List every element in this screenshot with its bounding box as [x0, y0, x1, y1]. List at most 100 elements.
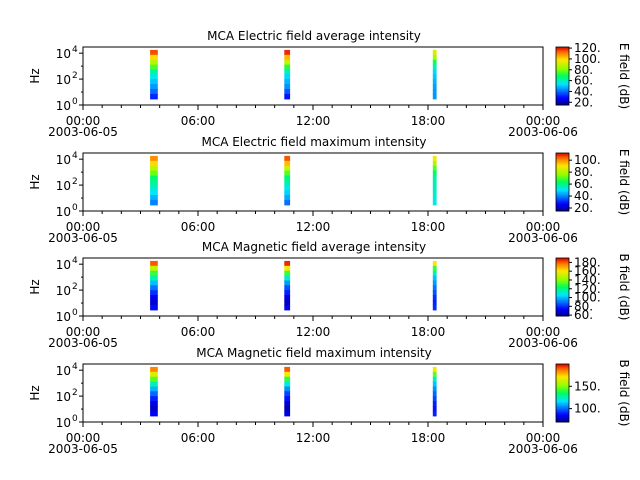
colorbar-swatch: [556, 369, 569, 372]
colorbar-swatch: [556, 68, 569, 71]
x-tick-label: 12:00: [296, 114, 331, 128]
colorbar-swatch: [556, 73, 569, 76]
x-tick-date: 2003-06-05: [48, 231, 118, 245]
colorbar-swatch: [556, 308, 569, 311]
colorbar-swatch: [556, 301, 569, 304]
colorbar-swatch: [556, 177, 569, 180]
data-pass-1: [150, 155, 158, 206]
y-tick-exponent: 4: [72, 45, 78, 55]
x-tick-date: 2003-06-06: [508, 442, 578, 456]
colorbar-swatch: [556, 288, 569, 291]
colorbar-swatch: [556, 282, 569, 285]
colorbar-swatch: [556, 394, 569, 397]
colorbar: 100. 150. B field (dB): [555, 360, 631, 426]
panel-title: MCA Electric field maximum intensity: [201, 135, 426, 149]
colorbar-swatch: [556, 180, 569, 183]
colorbar-swatch: [556, 298, 569, 301]
colorbar-swatch: [556, 385, 569, 388]
data-cell: [432, 180, 437, 186]
panel-title: MCA Electric field average intensity: [207, 29, 421, 43]
colorbar-swatch: [556, 393, 569, 395]
data-cell: [150, 410, 158, 417]
data-cell: [284, 170, 291, 177]
colorbar-swatch: [556, 416, 569, 419]
data-cell: [284, 54, 291, 61]
data-cell: [150, 290, 158, 296]
colorbar-swatch: [556, 182, 569, 184]
data-cell: [150, 270, 158, 277]
colorbar-swatch: [556, 420, 569, 423]
data-cell: [284, 381, 291, 388]
colorbar-swatch: [556, 209, 569, 212]
colorbar-swatch: [556, 200, 569, 203]
data-cell: [150, 300, 158, 306]
colorbar-swatch: [556, 289, 569, 292]
colorbar-label: E field (dB): [617, 43, 631, 109]
colorbar-swatch: [556, 287, 569, 289]
colorbar-swatch: [556, 292, 569, 295]
colorbar-swatch: [556, 413, 569, 416]
colorbar-swatch: [556, 60, 569, 62]
data-cell: [284, 300, 291, 306]
colorbar-swatch: [556, 285, 569, 288]
data-cell: [432, 304, 437, 311]
colorbar-swatch: [556, 173, 569, 176]
colorbar-swatch: [556, 379, 569, 382]
colorbar-swatch: [556, 158, 569, 161]
data-pass-1: [150, 260, 158, 311]
colorbar-swatch: [556, 401, 569, 404]
y-tick-label: 10: [56, 258, 71, 272]
data-cell: [284, 93, 291, 100]
colorbar-swatch: [556, 403, 569, 406]
data-cell: [432, 49, 437, 56]
data-cell: [432, 54, 437, 61]
colorbar-swatch: [556, 382, 569, 385]
data-pass-2: [284, 366, 291, 417]
colorbar-tick-label: 40.: [574, 189, 593, 203]
colorbar-tick-label: 100.: [574, 52, 601, 66]
y-tick-exponent: 0: [72, 203, 78, 213]
x-tick-label: 00:00: [66, 325, 101, 339]
data-cell: [284, 386, 291, 392]
data-cell: [150, 185, 158, 191]
data-cell: [284, 410, 291, 417]
colorbar-swatch: [556, 67, 569, 70]
data-cell: [284, 285, 291, 291]
colorbar-swatch: [556, 400, 569, 403]
colorbar-swatch: [556, 265, 569, 268]
data-cell: [432, 280, 437, 286]
colorbar-swatch: [556, 90, 569, 93]
data-cell: [432, 366, 437, 373]
y-tick-label: 10: [56, 390, 71, 404]
colorbar-label: E field (dB): [617, 149, 631, 215]
colorbar-tick-label: 80.: [574, 165, 593, 179]
colorbar-swatch: [556, 260, 569, 263]
y-tick-label: 10: [56, 179, 71, 193]
y-axis-label: Hz: [28, 68, 42, 83]
colorbar-swatch: [556, 384, 569, 387]
colorbar-swatch: [556, 281, 569, 284]
colorbar-swatch: [556, 47, 569, 49]
data-cell: [150, 199, 158, 206]
colorbar-swatch: [556, 51, 569, 54]
data-cell: [284, 190, 291, 196]
data-cell: [150, 371, 158, 378]
y-tick-exponent: 4: [72, 256, 78, 266]
colorbar-swatch: [556, 368, 569, 371]
colorbar-swatch: [556, 272, 569, 275]
colorbar-swatch: [556, 83, 569, 86]
colorbar-tick-label: 80.: [574, 63, 593, 77]
colorbar-swatch: [556, 58, 569, 61]
data-cell: [284, 304, 291, 311]
data-cell: [150, 295, 158, 301]
colorbar-swatch: [556, 314, 569, 317]
colorbar-swatch: [556, 163, 569, 166]
colorbar-swatch: [556, 87, 569, 90]
data-cell: [432, 260, 437, 267]
colorbar-swatch: [556, 164, 569, 167]
data-cell: [284, 49, 291, 56]
colorbar-swatch: [556, 57, 569, 60]
data-cell: [284, 295, 291, 301]
colorbar-swatch: [556, 302, 569, 305]
